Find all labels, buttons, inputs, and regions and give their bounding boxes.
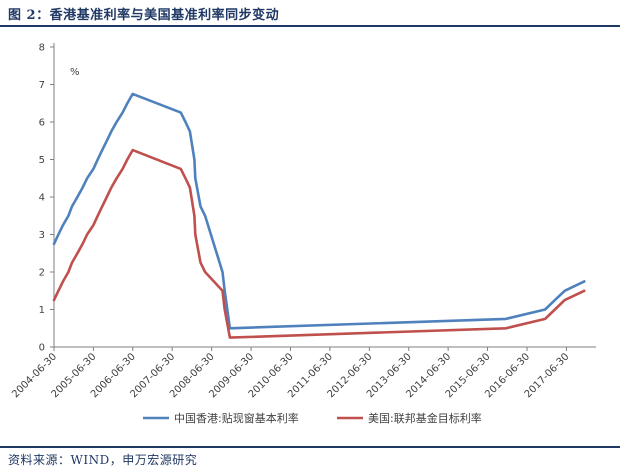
source-note: 资料来源：WIND，申万宏源研究 [8,453,198,467]
y-tick-label: 0 [39,343,45,354]
y-tick-label: 7 [39,80,45,91]
chart-axes: 012345678%2004-06-302005-06-302006-06-30… [10,43,596,400]
figure-title: 图 2：香港基准利率与美国基准利率同步变动 [8,8,280,23]
y-tick-label: 6 [39,118,45,129]
y-tick-label: 2 [39,268,45,279]
legend-label-1: 中国香港:贴现窗基本利率 [174,411,299,425]
y-tick-label: 4 [39,193,45,204]
chart-series [52,92,586,339]
series-line-2 [52,148,586,339]
footer-rule [0,446,620,448]
y-tick-label: 3 [39,230,45,241]
y-unit-label: % [70,67,80,78]
title-rule [0,25,620,27]
series-line-1 [52,92,586,330]
y-tick-label: 1 [39,305,45,316]
legend-label-2: 美国:联邦基金目标利率 [368,411,482,425]
y-tick-label: 8 [39,43,45,54]
y-tick-label: 5 [39,155,45,166]
chart-legend: 中国香港:贴现窗基本利率 美国:联邦基金目标利率 [143,411,482,425]
